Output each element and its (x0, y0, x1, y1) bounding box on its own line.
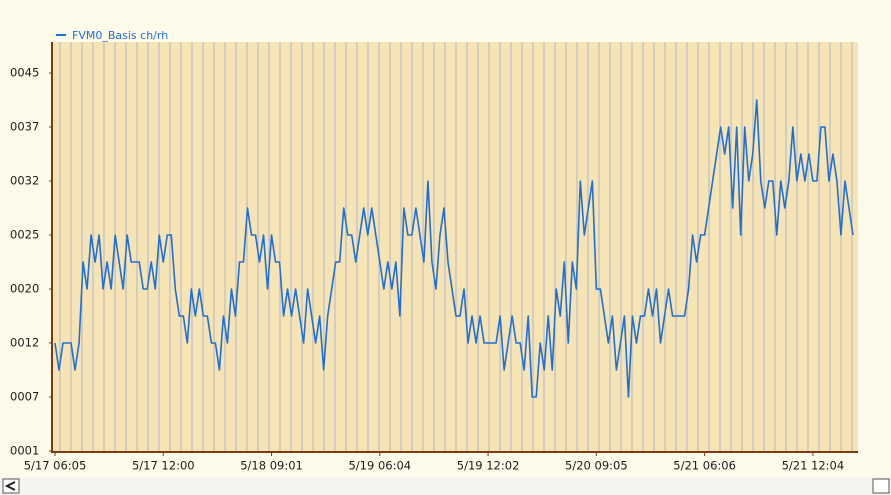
plot-area (52, 42, 858, 452)
y-tick-label: 0007 (10, 390, 39, 404)
series-line (54, 99, 854, 398)
scroll-right-button[interactable] (872, 478, 890, 494)
x-tick-label: 5/21 12:04 (782, 459, 845, 473)
y-tick-label: 0037 (10, 120, 39, 134)
scrollbar[interactable] (0, 477, 891, 495)
y-tick-label: 0025 (10, 228, 39, 242)
y-tick-label: 0032 (10, 174, 39, 188)
x-tick-label: 5/19 12:02 (457, 459, 520, 473)
y-tick-label: 0012 (10, 336, 39, 350)
x-tick-label: 5/19 06:04 (348, 459, 411, 473)
x-tick-label: 5/17 06:05 (24, 459, 87, 473)
x-tick-label: 5/17 12:00 (132, 459, 195, 473)
legend: FVM0_Basis ch/rh (56, 29, 168, 42)
y-tick-label: 0020 (10, 282, 39, 296)
x-tick-label: 5/20 09:05 (565, 459, 628, 473)
y-tick-label: 0045 (10, 66, 39, 80)
x-tick-label: 5/18 09:01 (240, 459, 303, 473)
x-tick-label: 5/21 06:06 (673, 459, 736, 473)
y-tick-label: 0001 (10, 444, 39, 458)
legend-label: FVM0_Basis ch/rh (72, 29, 168, 42)
scroll-left-icon (4, 481, 16, 491)
